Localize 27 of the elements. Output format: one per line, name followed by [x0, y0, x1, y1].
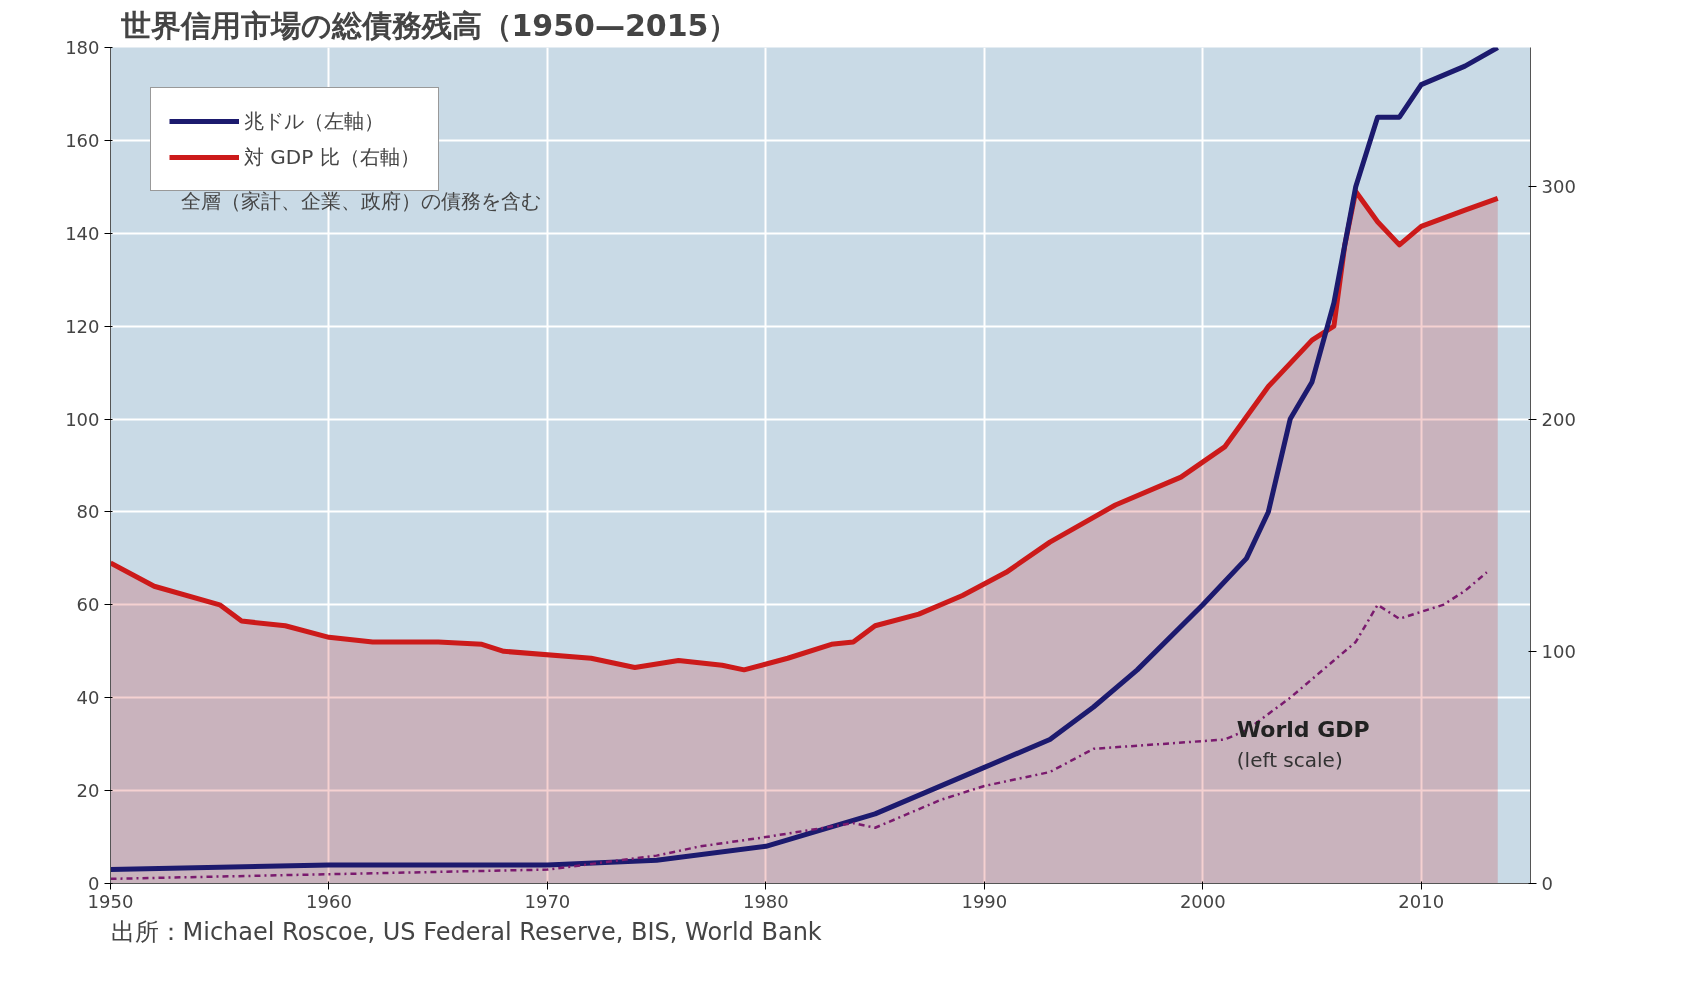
legend-label: 対 GDP 比（右軸） [244, 143, 420, 171]
y-tick-label: 140 [65, 222, 100, 244]
x-tick-label: 1960 [306, 890, 352, 912]
legend-label: 兆ドル（左軸） [244, 107, 384, 135]
x-tick-label: 1990 [961, 890, 1008, 912]
series-label: World GDP [1236, 717, 1370, 743]
chart-title: 世界信用市場の総債務残高（1950—2015） [119, 7, 739, 43]
y-tick-label: 100 [65, 408, 100, 430]
annotation: 全層（家計、企業、政府）の債務を含む [180, 188, 541, 213]
x-tick-label: 1980 [742, 890, 789, 912]
y-tick-label: 60 [76, 594, 100, 616]
x-tick-label: 1970 [524, 890, 571, 912]
text: 出所：Michael Roscoe, US Federal Reserve, BIS, World Bank [110, 917, 822, 946]
x-tick-label: 2000 [1179, 890, 1226, 912]
y-tick-label: 20 [76, 780, 100, 802]
y2-tick-label: 200 [1541, 408, 1576, 430]
y-tick-label: 180 [65, 37, 100, 58]
line-series [110, 571, 1489, 881]
y-tick-label: 120 [65, 315, 100, 337]
y2-tick-label: 100 [1541, 640, 1576, 662]
y2-tick-label: 300 [1541, 176, 1576, 198]
y2-tick-label: 0 [1541, 873, 1553, 894]
y-tick-label: 80 [76, 501, 100, 523]
annotation: (left scale) [1236, 748, 1343, 773]
x-tick-label: 2010 [1398, 890, 1445, 912]
y-tick-label: 160 [65, 129, 100, 151]
y-tick-label: 40 [76, 687, 100, 709]
